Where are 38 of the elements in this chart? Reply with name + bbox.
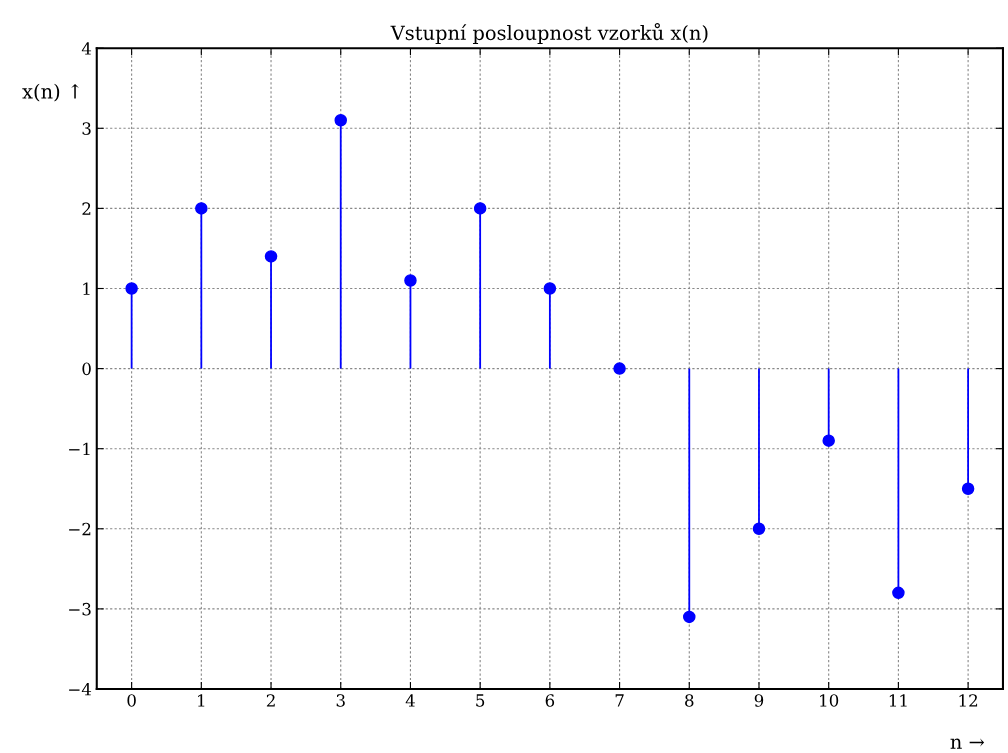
x-tick-label: 3 (336, 694, 345, 707)
point (822, 434, 835, 447)
y-tick-label: −2 (69, 522, 91, 536)
point (264, 250, 278, 263)
y-tick-label: −1 (69, 442, 90, 456)
y-tick-label: 1 (83, 282, 90, 295)
y-tick-label: 3 (82, 122, 91, 135)
x-tick-label: 1 (198, 694, 205, 707)
y-tick-label: −3 (69, 602, 91, 616)
point (961, 482, 975, 495)
point (334, 114, 347, 127)
point (125, 282, 138, 295)
y-tick-label: 4 (81, 42, 92, 55)
x-tick-label: 12 (959, 694, 978, 707)
point (404, 274, 417, 287)
point (613, 362, 626, 375)
x-tick-label: 7 (615, 694, 624, 707)
point (195, 202, 208, 215)
x-tick-label: 6 (545, 694, 555, 707)
point (543, 282, 557, 295)
y-tick-label: 0 (82, 362, 91, 376)
y-tick-label: 2 (82, 202, 91, 215)
x-tick-label: 5 (476, 694, 485, 707)
point (473, 202, 487, 215)
x-tick-label: 0 (127, 694, 136, 707)
chart-title: Vstupní posloupnost vzorků x(n) (390, 22, 708, 44)
x-tick-label: 9 (754, 694, 764, 707)
x-tick-label: 4 (405, 694, 415, 707)
point (752, 522, 766, 536)
point (683, 610, 696, 624)
y-axis-title: x(n) ↑ (22, 83, 79, 102)
x-tick-label: 2 (266, 694, 275, 707)
x-tick-label: 11 (889, 694, 907, 707)
point (892, 586, 905, 600)
y-tick-label: −4 (69, 682, 92, 696)
x-tick-label: 8 (685, 694, 694, 707)
x-axis-title: n → (950, 738, 985, 749)
x-tick-label: 10 (820, 694, 839, 707)
